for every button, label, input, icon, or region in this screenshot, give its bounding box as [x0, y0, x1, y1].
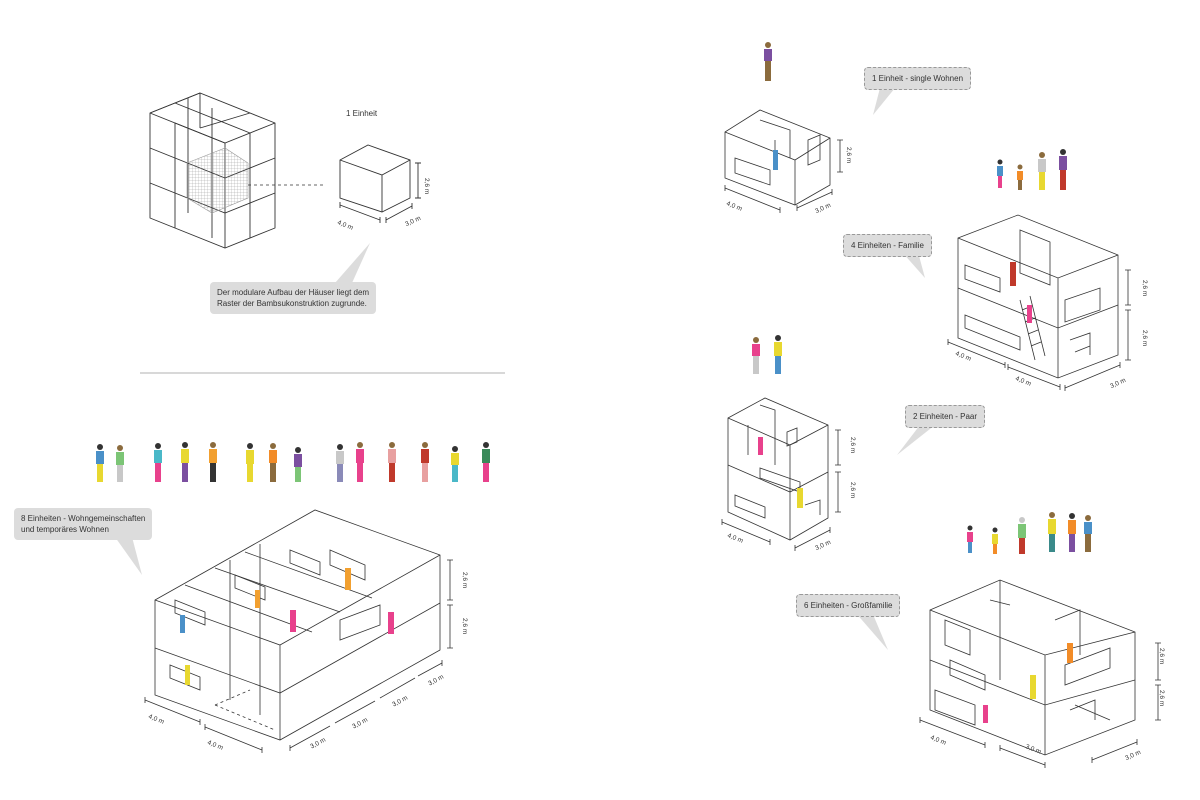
single-unit-drawing	[724, 109, 843, 213]
single-pointer	[873, 88, 895, 115]
shared-pointer	[115, 537, 142, 575]
couple-label: 2 Einheiten - Paar	[913, 412, 978, 421]
module-caption-line-1: Der modulare Aufbau der Häuser liegt dem	[217, 288, 370, 297]
people-single	[764, 42, 772, 81]
large-family-label: 6 Einheiten - Großfamilie	[804, 601, 893, 610]
shared-height-top-label: 2,6 m	[461, 572, 468, 589]
people-couple	[752, 335, 782, 374]
module-height-label: 2,6 m	[423, 178, 430, 195]
single-bubble: 1 Einheit - single Wohnen	[864, 67, 972, 90]
shared-height-bottom-label: 2,6 m	[461, 618, 468, 635]
large-family-unit-drawing	[919, 579, 1161, 768]
shared-label-line-1: 8 Einheiten - Wohngemeinschaften	[21, 514, 146, 523]
caption-pointer	[335, 243, 370, 283]
family-unit-drawing	[947, 214, 1131, 391]
people-large-family	[967, 512, 1092, 554]
large-family-height-bottom-label: 2,6 m	[1158, 690, 1165, 707]
module-cube	[339, 144, 421, 223]
large-family-bubble: 6 Einheiten - Großfamilie	[796, 594, 901, 617]
family-pointer	[902, 252, 925, 278]
couple-bubble: 2 Einheiten - Paar	[905, 405, 986, 428]
couple-height-bottom-label: 2,6 m	[849, 482, 856, 499]
module-caption-bubble: Der modulare Aufbau der Häuser liegt dem…	[210, 282, 377, 314]
family-height-bottom-label: 2,6 m	[1141, 330, 1148, 347]
highlighted-unit	[186, 147, 249, 214]
people-family	[997, 149, 1067, 190]
large-family-height-top-label: 2,6 m	[1158, 648, 1165, 665]
shared-label-line-2: und temporäres Wohnen	[21, 525, 109, 534]
couple-unit-drawing	[721, 397, 841, 551]
large-family-pointer	[855, 612, 888, 650]
family-height-top-label: 2,6 m	[1141, 280, 1148, 297]
people-shared	[96, 442, 490, 482]
people-in-drawings	[180, 150, 1073, 723]
shared-unit-drawing	[144, 509, 453, 753]
couple-height-top-label: 2,6 m	[849, 437, 856, 454]
shared-bubble: 8 Einheiten - Wohngemeinschaften und tem…	[14, 508, 153, 540]
family-bubble: 4 Einheiten - Familie	[843, 234, 932, 257]
single-label: 1 Einheit - single Wohnen	[872, 74, 964, 83]
single-height-label: 2,6 m	[845, 147, 852, 164]
couple-pointer	[897, 425, 935, 455]
family-label: 4 Einheiten - Familie	[851, 241, 924, 250]
module-caption-line-2: Raster der Bambsukonstruktion zugrunde.	[217, 299, 367, 308]
module-label: 1 Einheit	[346, 109, 378, 118]
